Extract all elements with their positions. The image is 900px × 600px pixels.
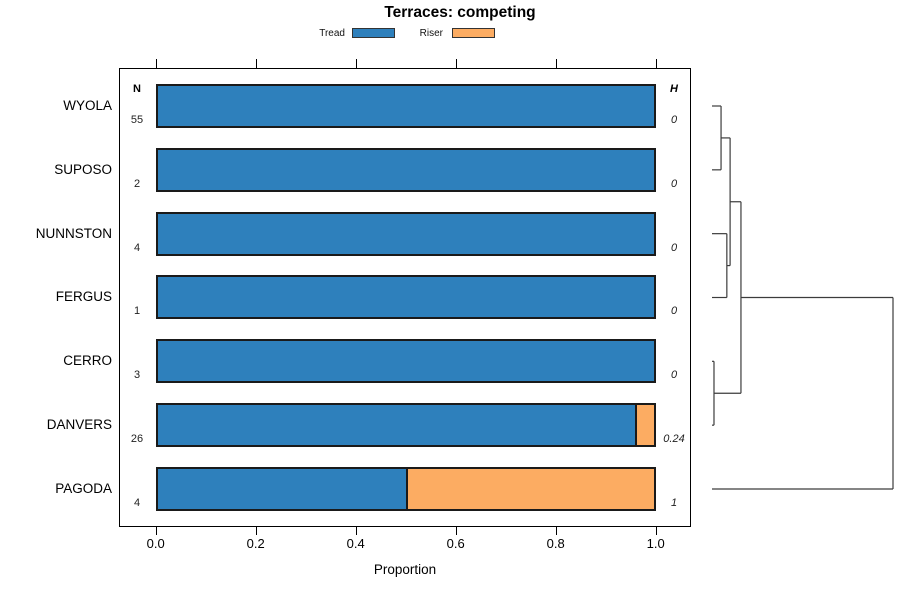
bar-row (155, 147, 656, 192)
tread-segment (157, 405, 635, 446)
top-tick (555, 59, 558, 68)
n-value: 55 (130, 114, 144, 126)
riser-segment (405, 468, 654, 509)
category-label: DANVERS (46, 417, 112, 433)
n-value: 1 (133, 305, 141, 318)
category-label: PAGODA (55, 480, 112, 496)
top-tick (355, 59, 358, 68)
riser-segment (634, 405, 654, 446)
category-label: NUNNSTON (35, 225, 112, 241)
bottom-tick (455, 527, 458, 535)
x-axis-title: Proportion (373, 562, 437, 577)
tread-segment (157, 341, 654, 382)
x-tick-label: 0.4 (346, 536, 365, 551)
x-tick-label: 0.0 (146, 536, 165, 551)
bar-row (155, 339, 656, 384)
x-tick-label: 1.0 (646, 536, 665, 551)
bottom-tick (555, 527, 558, 535)
h-value: 0.24 (663, 433, 685, 446)
bar-row (155, 84, 656, 128)
category-label: SUPOSO (54, 161, 112, 177)
bar-row (155, 403, 656, 448)
category-label: FERGUS (55, 289, 112, 305)
n-column-header: N (133, 83, 141, 95)
category-label: WYOLA (63, 98, 112, 113)
h-column-header: H (670, 83, 678, 95)
legend-label-tread: Tread (319, 28, 345, 39)
tread-segment (157, 86, 654, 126)
bottom-tick (255, 527, 258, 535)
legend-label-riser: Riser (419, 28, 443, 39)
h-value: 0 (670, 241, 678, 254)
n-value: 26 (130, 433, 144, 446)
bottom-tick (355, 527, 358, 535)
n-value: 2 (133, 177, 141, 190)
x-tick-label: 0.6 (446, 536, 465, 551)
tread-segment (157, 277, 654, 318)
legend-swatch-riser-icon (452, 28, 495, 38)
h-value: 0 (670, 369, 678, 382)
legend-swatch-tread-icon (352, 28, 395, 38)
tread-segment (157, 468, 406, 509)
plot-area-box (119, 68, 691, 527)
bar-row (155, 211, 656, 256)
n-value: 4 (133, 241, 141, 254)
h-value: 0 (670, 305, 678, 318)
h-value: 0 (670, 177, 678, 190)
top-tick (155, 59, 158, 68)
bottom-tick (155, 527, 158, 535)
bar-row (155, 275, 656, 320)
h-value: 1 (670, 496, 678, 509)
category-label: CERRO (63, 353, 112, 369)
chart-title: Terraces: competing (384, 4, 536, 21)
top-tick (255, 59, 258, 68)
n-value: 3 (133, 369, 141, 382)
tread-segment (157, 213, 654, 254)
n-value: 4 (133, 496, 141, 509)
bottom-tick (655, 527, 658, 535)
top-tick (655, 59, 658, 68)
tread-segment (157, 149, 654, 190)
x-tick-label: 0.2 (246, 536, 265, 551)
bar-row (155, 466, 656, 511)
x-tick-label: 0.8 (546, 536, 565, 551)
h-value: 0 (670, 114, 678, 126)
top-tick (455, 59, 458, 68)
